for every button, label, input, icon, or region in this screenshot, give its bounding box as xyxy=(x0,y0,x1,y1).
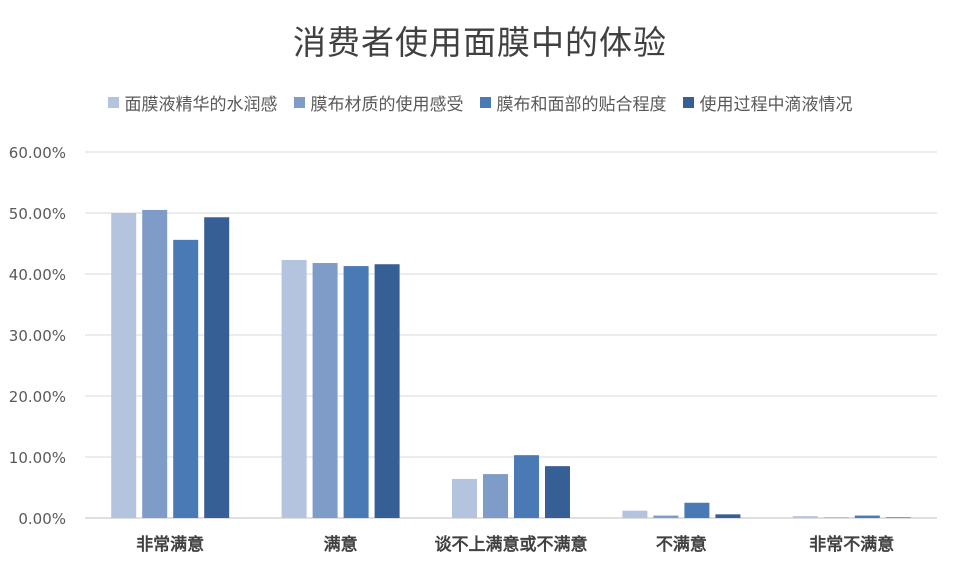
legend-item: 使用过程中滴液情况 xyxy=(682,90,853,115)
bar xyxy=(312,263,338,518)
legend: 面膜液精华的水润感 膜布材质的使用感受 膜布和面部的贴合程度 使用过程中滴液情况 xyxy=(0,90,960,115)
bar xyxy=(111,213,137,518)
bar xyxy=(622,510,648,518)
legend-label: 使用过程中滴液情况 xyxy=(699,95,853,115)
x-tick-label: 不满意 xyxy=(656,534,707,555)
legend-item: 面膜液精华的水润感 xyxy=(107,90,278,115)
x-tick-label: 满意 xyxy=(324,534,358,555)
y-tick-label: 60.00% xyxy=(9,144,66,162)
legend-swatch xyxy=(107,97,119,108)
legend-label: 膜布材质的使用感受 xyxy=(310,95,464,115)
bar xyxy=(452,478,477,518)
legend-item: 膜布和面部的贴合程度 xyxy=(479,90,667,115)
legend-swatch xyxy=(479,97,491,108)
bar xyxy=(374,264,400,518)
bar xyxy=(142,209,168,518)
bar xyxy=(684,502,710,518)
bar xyxy=(885,517,911,518)
bar xyxy=(343,266,369,518)
y-tick-label: 20.00% xyxy=(9,388,66,406)
legend-label: 膜布和面部的贴合程度 xyxy=(496,95,667,115)
y-tick-label: 0.00% xyxy=(18,510,66,528)
x-tick-label: 非常不满意 xyxy=(809,534,894,555)
legend-swatch xyxy=(682,97,694,108)
legend-item: 膜布材质的使用感受 xyxy=(293,90,464,115)
y-tick-label: 40.00% xyxy=(9,266,66,284)
bar xyxy=(173,239,199,518)
legend-swatch xyxy=(293,97,305,108)
bar xyxy=(281,259,307,518)
bar xyxy=(823,517,849,518)
y-tick-label: 30.00% xyxy=(9,327,66,345)
x-tick-label: 非常满意 xyxy=(136,534,204,555)
bar xyxy=(204,217,230,518)
bar xyxy=(483,474,508,518)
bar xyxy=(545,466,570,518)
bar xyxy=(653,515,679,518)
chart-title: 消费者使用面膜中的体验 xyxy=(293,23,667,62)
bar xyxy=(514,455,539,518)
bar xyxy=(854,515,880,518)
y-tick-label: 10.00% xyxy=(9,449,66,467)
legend-label: 面膜液精华的水润感 xyxy=(124,95,278,115)
y-tick-label: 50.00% xyxy=(9,205,66,223)
bar xyxy=(715,514,741,518)
bar xyxy=(792,516,818,518)
x-tick-label: 谈不上满意或不满意 xyxy=(435,534,588,555)
